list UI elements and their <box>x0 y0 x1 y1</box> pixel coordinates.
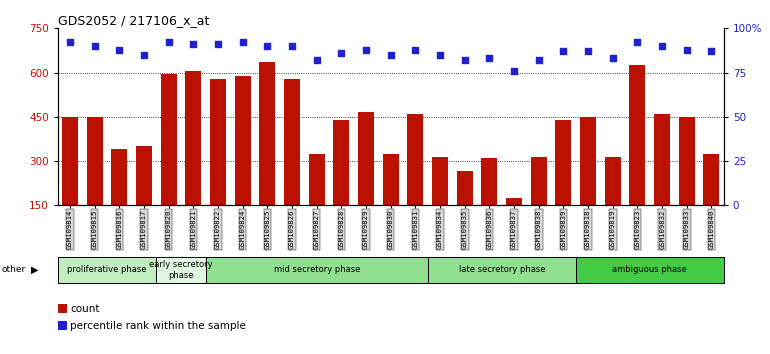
Point <box>286 43 298 49</box>
Point <box>631 40 644 45</box>
Point <box>582 48 594 54</box>
Point <box>335 50 347 56</box>
Point <box>508 68 521 74</box>
Bar <box>333 120 350 205</box>
Bar <box>580 117 596 205</box>
Bar <box>186 71 202 205</box>
Point <box>434 52 447 58</box>
Point <box>162 40 175 45</box>
Point <box>384 52 397 58</box>
Text: other: other <box>2 266 25 274</box>
Bar <box>604 156 621 205</box>
Text: proliferative phase: proliferative phase <box>67 266 147 274</box>
Point <box>656 43 668 49</box>
Bar <box>206 257 428 283</box>
Point <box>607 56 619 61</box>
Bar <box>531 156 547 205</box>
Bar <box>432 156 448 205</box>
Text: mid secretory phase: mid secretory phase <box>273 266 360 274</box>
Text: late secretory phase: late secretory phase <box>458 266 545 274</box>
Bar <box>58 304 67 313</box>
Bar <box>428 257 576 283</box>
Point <box>187 41 199 47</box>
Text: count: count <box>70 304 99 314</box>
Point <box>138 52 150 58</box>
Bar <box>654 114 670 205</box>
Bar <box>156 257 206 283</box>
Bar <box>309 154 325 205</box>
Bar <box>136 146 152 205</box>
Point <box>533 57 545 63</box>
Point <box>681 47 693 52</box>
Text: percentile rank within the sample: percentile rank within the sample <box>70 321 246 331</box>
Point <box>557 48 570 54</box>
Bar <box>161 74 177 205</box>
Text: early secretory
phase: early secretory phase <box>149 260 213 280</box>
Bar <box>259 62 276 205</box>
Bar <box>629 65 645 205</box>
Point <box>113 47 126 52</box>
Bar <box>457 171 473 205</box>
Point <box>64 40 76 45</box>
Bar <box>62 117 78 205</box>
Bar <box>112 149 128 205</box>
Text: ▶: ▶ <box>31 265 38 275</box>
Bar <box>679 117 695 205</box>
Bar <box>576 257 724 283</box>
Bar <box>555 120 571 205</box>
Point <box>410 47 422 52</box>
Bar <box>235 75 251 205</box>
Text: GDS2052 / 217106_x_at: GDS2052 / 217106_x_at <box>58 14 209 27</box>
Point <box>360 47 372 52</box>
Bar <box>407 114 424 205</box>
Point <box>459 57 471 63</box>
Point <box>236 40 249 45</box>
Point <box>310 57 323 63</box>
Point <box>705 48 718 54</box>
Bar <box>210 79 226 205</box>
Bar <box>87 117 102 205</box>
Bar <box>358 113 374 205</box>
Text: ambiguous phase: ambiguous phase <box>612 266 687 274</box>
Bar <box>506 198 522 205</box>
Bar <box>284 79 300 205</box>
Bar <box>481 158 497 205</box>
Point <box>89 43 101 49</box>
Point <box>261 43 273 49</box>
Bar <box>383 154 399 205</box>
Bar <box>58 321 67 330</box>
Point <box>484 56 496 61</box>
Point <box>212 41 224 47</box>
Bar <box>58 257 156 283</box>
Bar <box>704 154 719 205</box>
